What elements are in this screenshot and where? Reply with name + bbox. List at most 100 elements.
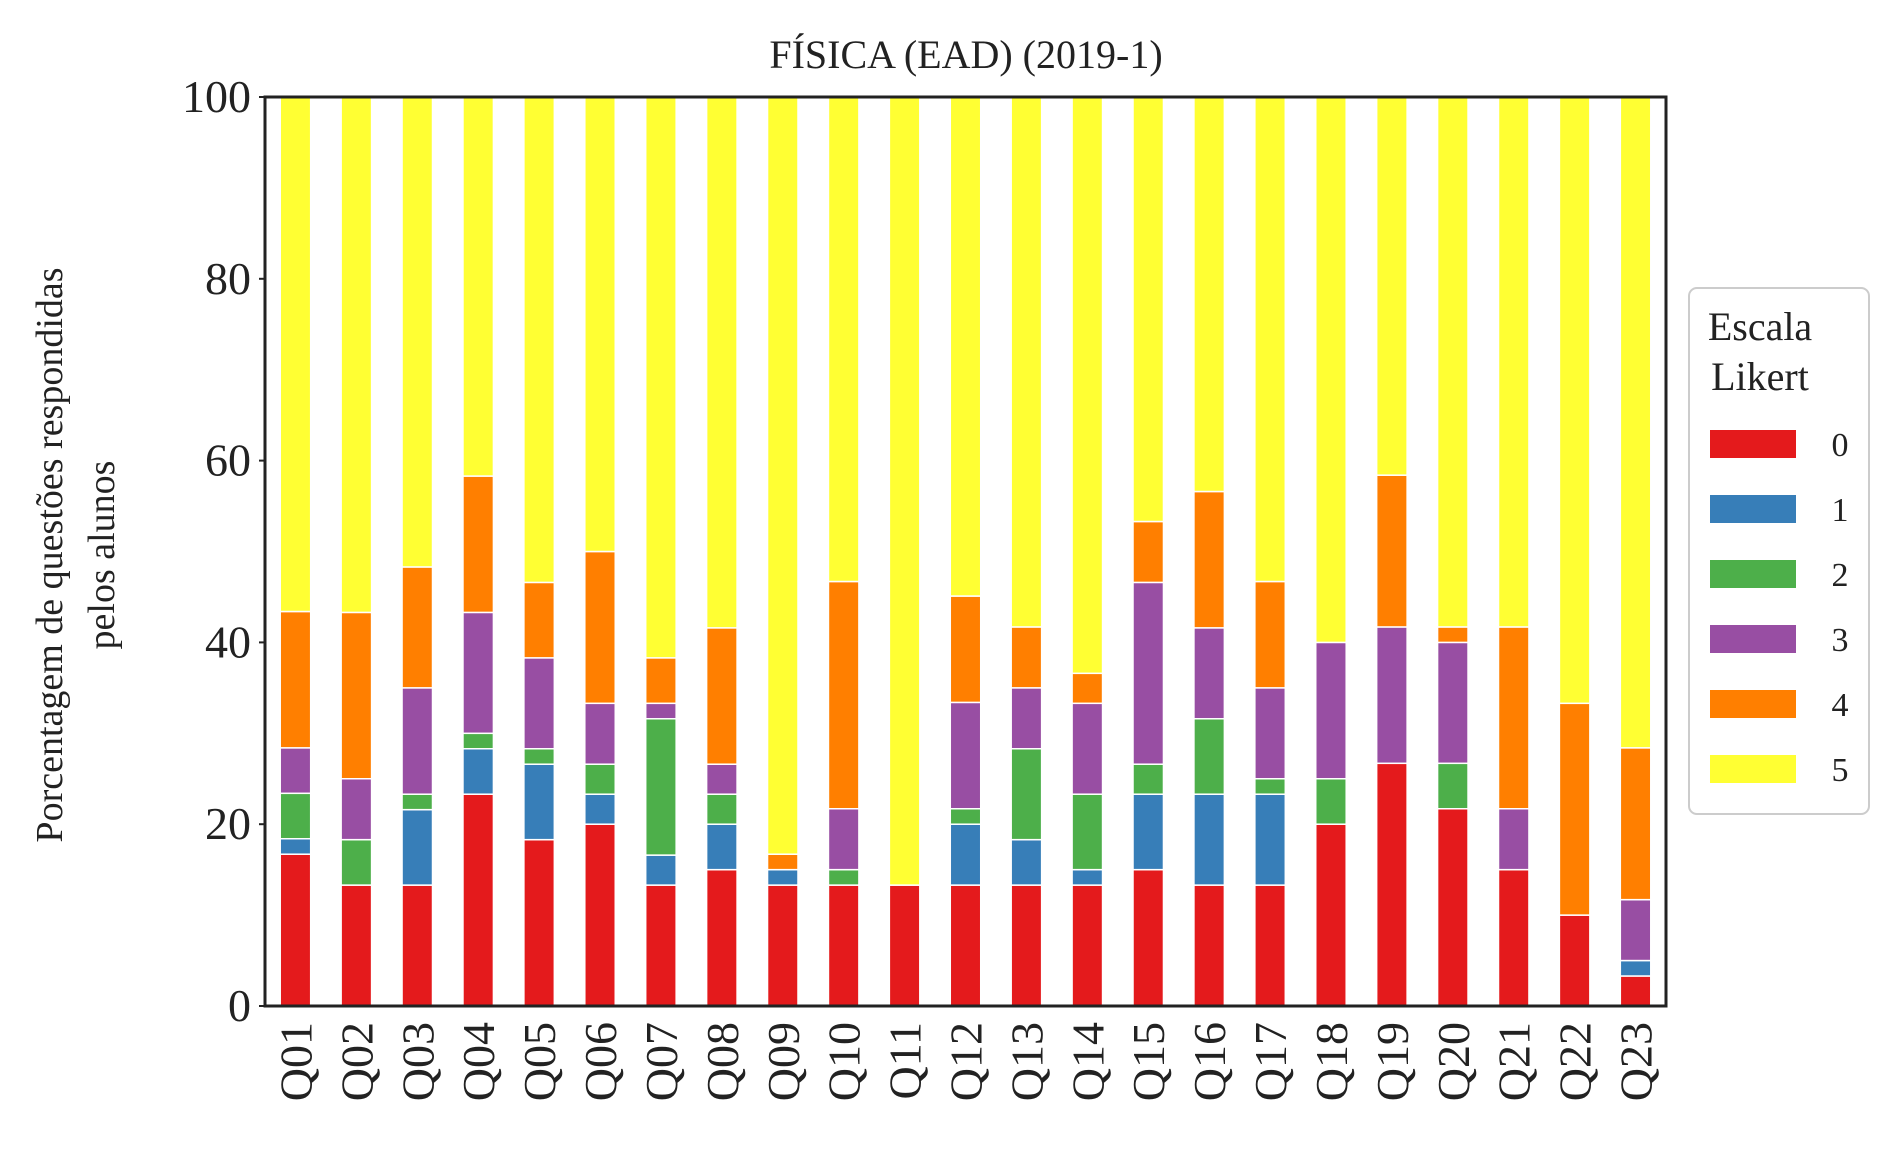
legend-title-line-1: Escala <box>1708 304 1813 349</box>
x-tick-label: Q13 <box>1001 1022 1052 1101</box>
bar-Q17-scale-0 <box>1254 884 1287 1007</box>
bar-Q06-scale-3 <box>584 702 616 765</box>
bar-Q21-scale-4 <box>1497 626 1530 810</box>
bar-Q17-scale-4 <box>1254 580 1287 689</box>
legend-label-5: 5 <box>1832 752 1849 789</box>
bar-Q05-scale-3 <box>523 657 556 750</box>
bar-Q06-scale-4 <box>584 550 616 705</box>
bar-Q05-scale-0 <box>523 838 556 1007</box>
bar-Q14-scale-4 <box>1071 672 1104 705</box>
x-tick-label: Q10 <box>819 1022 870 1101</box>
x-tick-label: Q07 <box>636 1022 687 1101</box>
bar-Q16-scale-2 <box>1193 718 1226 795</box>
bar-Q23-scale-0 <box>1619 975 1652 1007</box>
x-tick-label: Q14 <box>1062 1022 1113 1101</box>
bar-Q08-scale-3 <box>705 763 738 795</box>
x-ticks: Q01 Q02 Q03 Q04 Q05 Q06 Q07 Q08 Q09 Q10 Q11 Q12 Q13 Q… <box>270 1022 1661 1101</box>
bar-Q03-scale-3 <box>401 687 434 795</box>
legend: Escala Likert 0 1 2 3 4 5 <box>1688 287 1870 815</box>
x-tick-label: Q17 <box>1245 1022 1296 1101</box>
x-tick-label: Q11 <box>880 1022 931 1100</box>
x-tick-label: Q19 <box>1367 1022 1418 1101</box>
bar-Q06-scale-1 <box>584 793 616 825</box>
bar-Q04-scale-5 <box>462 96 495 477</box>
bar-Q01-scale-4 <box>279 610 312 749</box>
bar-Q08-scale-5 <box>705 96 738 629</box>
bar-Q19-scale-0 <box>1375 762 1408 1007</box>
bar-Q18-scale-5 <box>1315 96 1347 644</box>
y-tick-label: 0 <box>228 980 251 1031</box>
bar-Q13-scale-1 <box>1010 838 1043 886</box>
x-tick-label: Q12 <box>941 1022 992 1101</box>
bar-Q13-scale-5 <box>1010 96 1043 628</box>
bar-Q20-scale-3 <box>1436 641 1469 765</box>
y-axis-label-line-1: Porcentagem de questões respondidas <box>29 267 71 842</box>
x-tick-label: Q20 <box>1428 1022 1479 1101</box>
bar-Q14-scale-1 <box>1071 868 1104 886</box>
legend-label-2: 2 <box>1832 557 1849 594</box>
y-tick-label: 60 <box>205 435 251 486</box>
bar-Q01-scale-2 <box>279 792 312 840</box>
bar-Q02-scale-3 <box>340 778 373 841</box>
bar-Q22-scale-0 <box>1558 914 1591 1007</box>
legend-swatch-5 <box>1710 755 1796 783</box>
x-tick-label: Q06 <box>575 1022 626 1101</box>
bar-Q08-scale-4 <box>705 627 738 765</box>
bar-Q04-scale-3 <box>462 611 495 735</box>
bar-Q07-scale-5 <box>644 96 677 659</box>
bar-Q20-scale-5 <box>1436 96 1469 628</box>
x-tick-label: Q05 <box>514 1022 565 1101</box>
bar-Q04-scale-1 <box>462 748 495 795</box>
legend-box <box>1688 287 1870 815</box>
bar-Q09-scale-4 <box>766 853 799 871</box>
bar-Q11-scale-0 <box>888 884 921 1007</box>
bar-Q20-scale-0 <box>1436 807 1469 1007</box>
bar-Q09-scale-0 <box>766 884 799 1007</box>
bar-Q15-scale-4 <box>1132 520 1165 584</box>
bar-Q01-scale-5 <box>279 96 312 613</box>
legend-swatch-0 <box>1710 430 1796 458</box>
legend-title-line-2: Likert <box>1711 354 1809 399</box>
bar-Q03-scale-1 <box>401 808 434 886</box>
bar-Q15-scale-0 <box>1132 868 1165 1007</box>
x-tick-label: Q01 <box>270 1022 321 1101</box>
bar-Q23-scale-1 <box>1619 959 1652 977</box>
legend-swatch-2 <box>1710 560 1796 588</box>
bar-Q17-scale-5 <box>1254 96 1287 583</box>
bar-Q04-scale-0 <box>462 793 495 1007</box>
bar-Q23-scale-4 <box>1619 747 1652 901</box>
bar-Q03-scale-5 <box>401 96 434 568</box>
legend-swatch-3 <box>1710 625 1796 653</box>
chart-title: FÍSICA (EAD) (2019-1) <box>769 32 1162 77</box>
x-tick-label: Q23 <box>1611 1022 1662 1101</box>
bar-Q23-scale-5 <box>1619 96 1652 749</box>
bar-Q13-scale-0 <box>1010 884 1043 1007</box>
bar-Q10-scale-4 <box>827 580 860 810</box>
x-tick-label: Q21 <box>1489 1022 1540 1101</box>
bar-Q16-scale-4 <box>1193 490 1226 629</box>
bar-Q08-scale-2 <box>705 793 738 825</box>
bar-Q19-scale-3 <box>1375 626 1408 765</box>
legend-swatch-1 <box>1710 495 1796 523</box>
bar-Q12-scale-4 <box>949 595 982 704</box>
y-axis-label: Porcentagem de questões respondidas pelo… <box>29 267 123 842</box>
bar-Q07-scale-4 <box>644 657 677 705</box>
y-ticks: 0 20 40 60 80 100 <box>182 71 265 1031</box>
bar-Q01-scale-3 <box>279 747 312 795</box>
bar-Q11-scale-5 <box>888 96 921 886</box>
legend-items: 0 1 2 3 4 5 <box>1710 427 1849 789</box>
bar-Q12-scale-5 <box>949 95 982 597</box>
bar-Q13-scale-2 <box>1010 748 1043 841</box>
bar-Q06-scale-5 <box>584 96 616 553</box>
bar-Q10-scale-3 <box>827 807 860 871</box>
bar-Q04-scale-2 <box>462 732 495 750</box>
bar-Q12-scale-3 <box>949 701 982 810</box>
y-tick-label: 100 <box>182 71 251 122</box>
bar-Q07-scale-3 <box>644 702 677 720</box>
bar-Q19-scale-5 <box>1375 96 1408 476</box>
bar-Q05-scale-4 <box>523 581 556 659</box>
bar-Q16-scale-1 <box>1193 793 1226 886</box>
x-tick-label: Q08 <box>697 1022 748 1101</box>
bar-Q14-scale-0 <box>1071 884 1104 1007</box>
